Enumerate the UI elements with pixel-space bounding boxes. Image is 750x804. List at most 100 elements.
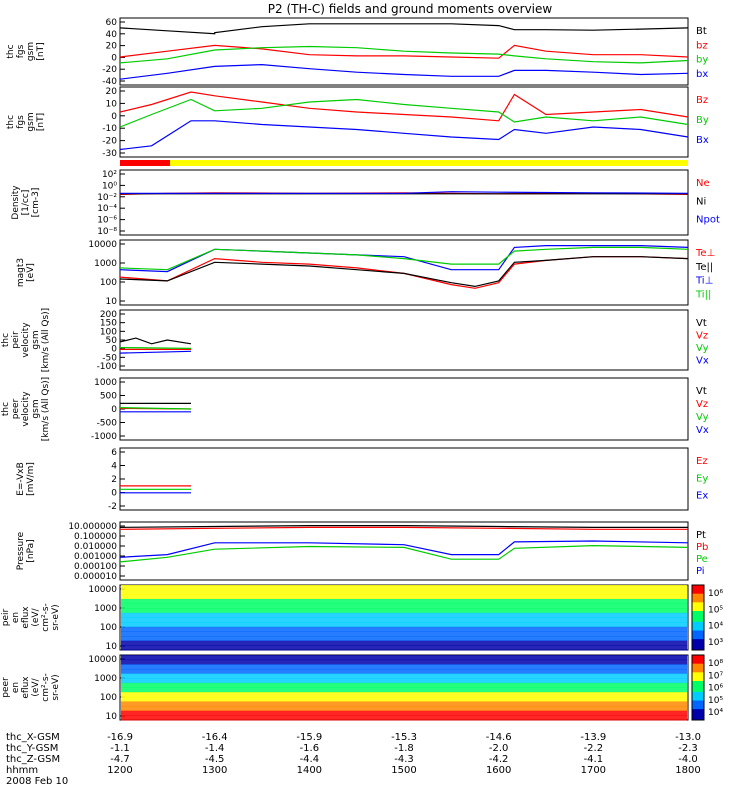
y-tick-label: -20 [102, 137, 117, 147]
y-tick-label: -1000 [91, 432, 117, 442]
axis-row-value: -4.3 [394, 754, 414, 765]
series-Vy-line [119, 346, 192, 349]
colorbar-step [692, 630, 704, 634]
y-label-line: peer [1, 677, 11, 698]
spectrogram-band [121, 598, 687, 605]
legend-Vx: Vx [696, 425, 709, 436]
y-tick-label: 4 [111, 462, 117, 472]
spectrogram-band [121, 678, 687, 684]
spectrogram-band [121, 631, 687, 637]
y-axis-label: E=-VxB [mV/m] [16, 462, 36, 496]
axis-row-value: -16.4 [202, 732, 228, 743]
spectrogram-band [121, 655, 687, 661]
panel-frame [119, 447, 689, 511]
axis-row-label: thc_Y-GSM [6, 743, 58, 754]
colorbar-step [692, 689, 704, 693]
legend-bz: bz [696, 40, 708, 51]
y-tick-label: 150 [100, 319, 117, 329]
panel-pressure: Pressure [nPa]10.0000000.1000000.0100000.… [16, 521, 708, 582]
colorbar-step [692, 676, 704, 680]
legend-Bx: Bx [696, 135, 709, 146]
spectrogram-band [121, 668, 687, 675]
y-tick-label: -500 [97, 419, 118, 429]
y-tick-label: -50 [102, 353, 117, 363]
y-label-line: eflux [21, 606, 31, 629]
status-bar [120, 160, 688, 166]
legend-bx: bx [696, 69, 708, 80]
axis-row-value: -15.3 [391, 732, 417, 743]
y-tick-label: -10 [102, 124, 117, 134]
y-label-line: velocity [21, 322, 31, 358]
legend-Te⊥: Te⊥ [695, 248, 715, 259]
colorbar-step [692, 589, 704, 592]
y-tick-label: 0.010000 [74, 542, 117, 552]
legend-Pb: Pb [696, 542, 708, 553]
y-label-line: fgs [16, 44, 26, 58]
y-label-line: thc [6, 115, 16, 129]
axis-row-value: -13.9 [580, 732, 606, 743]
axis-row-value: -4.1 [584, 754, 604, 765]
y-ticks: 6 4 2 0 -2 [108, 448, 125, 512]
y-axis-label: thcpeireneflux(eV/cm²-s-sr-eV) [0, 603, 61, 632]
spectrogram-band [121, 659, 687, 665]
spectrogram [121, 655, 687, 721]
y-tick-label: -100 [97, 362, 118, 372]
y-label-line: cm²-s- [41, 603, 51, 632]
y-label-line: thc [0, 680, 1, 694]
y-tick-label: -40 [102, 77, 117, 87]
series-Ti||-line [119, 246, 689, 271]
colorbar-step [692, 602, 704, 605]
panel-peer_velocity: thc peer velocity gsm [km/s (All Qs)] 1000 500… [1, 377, 709, 442]
colorbar-tick: 10⁷ [708, 671, 723, 681]
colorbar: 10⁶ 10⁵ 10⁴ 10³ [691, 584, 723, 651]
colorbar-step [692, 681, 704, 684]
spectrogram-band [121, 706, 687, 712]
series-group [119, 337, 192, 354]
colorbar-step [692, 641, 704, 644]
legend-Vx: Vx [696, 356, 709, 367]
legend-Bt: Bt [696, 26, 707, 37]
series-Vy-line [119, 407, 192, 410]
colorbar-frame [691, 584, 705, 651]
legend-Npot: Npot [696, 215, 720, 226]
y-tick-label: 1000 [94, 604, 117, 614]
y-label-line: thc [6, 44, 16, 58]
colorbar-step [692, 634, 704, 638]
y-tick-label: 10⁻⁸ [97, 227, 117, 237]
spectrogram-band [121, 715, 687, 721]
series-Te||-line [119, 256, 689, 288]
y-ticks: 10.0000000.1000000.0100000.0010000.00010… [68, 522, 125, 582]
y-tick-label: 0 [111, 405, 117, 415]
axis-row-value: -15.9 [296, 732, 322, 743]
y-label-line: gsm [26, 112, 36, 131]
axis-row-value: -16.9 [107, 732, 133, 743]
panel-peir_velocity: thc peir velocity gsm [km/s (All Qs)] 2001501… [1, 308, 709, 372]
y-label-line: sr-eV) [51, 604, 61, 630]
y-tick-label: 0.001000 [74, 552, 117, 562]
y-tick-label: 0 [111, 345, 117, 355]
y-tick-label: 20 [106, 42, 118, 52]
axis-row-value: 1300 [202, 765, 227, 776]
axis-row-value: 1600 [486, 765, 511, 776]
y-tick-label: 10⁻⁴ [97, 204, 117, 214]
y-label-line: gsm [26, 42, 36, 61]
y-label-line: Density [11, 185, 21, 220]
series-By-line [119, 98, 689, 128]
colorbar-step [692, 647, 704, 651]
colorbar-step [692, 709, 704, 712]
y-tick-label: 100 [100, 693, 117, 703]
y-tick-label: -2 [108, 502, 117, 512]
spectrogram [121, 585, 687, 651]
y-label-line: [eV] [26, 263, 36, 282]
colorbar-step [692, 595, 704, 599]
axis-row-value: 1700 [581, 765, 606, 776]
axis-row-label: hhmm [6, 765, 38, 776]
colorbar-step [692, 663, 704, 667]
series-Vt-line [119, 337, 192, 345]
axis-row-value: -2.3 [678, 743, 698, 754]
colorbar-step [692, 713, 704, 717]
panel-frame [119, 521, 689, 581]
series-Bx-line [119, 120, 689, 151]
y-label-line: cm²-s- [41, 673, 51, 702]
